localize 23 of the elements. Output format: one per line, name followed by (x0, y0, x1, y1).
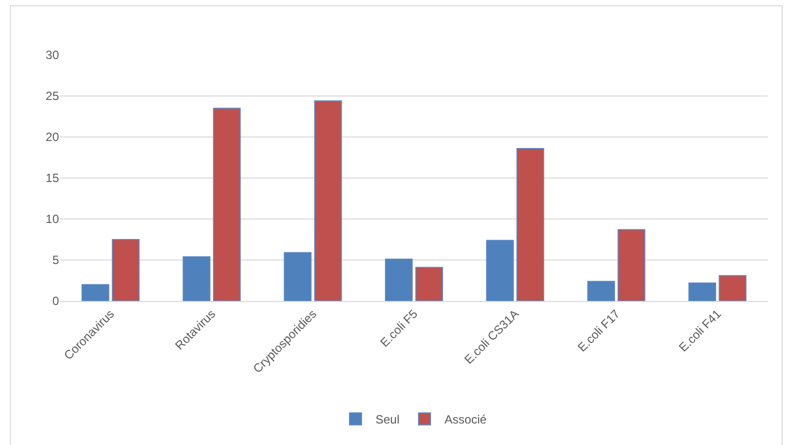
y-tick-label: 20 (46, 130, 60, 144)
legend-label: Associé (444, 412, 487, 426)
y-tick-label: 5 (52, 253, 60, 268)
bar (415, 266, 444, 301)
y-tick-label: 0 (52, 294, 60, 308)
bar (718, 275, 746, 301)
bar (182, 256, 210, 301)
bar (82, 284, 110, 301)
bar (587, 280, 615, 301)
bar (213, 108, 241, 301)
bar (112, 239, 140, 301)
bar (516, 148, 544, 301)
y-tick-label: 30 (46, 48, 60, 62)
bar (284, 252, 312, 301)
bar (486, 240, 514, 301)
legend-label: Seul (376, 412, 400, 426)
bar (314, 100, 342, 301)
bar (384, 258, 413, 301)
y-tick-label: 25 (46, 89, 60, 104)
bar (688, 282, 716, 301)
y-tick-label: 15 (46, 171, 60, 186)
bar (618, 229, 646, 301)
y-tick-label: 10 (46, 212, 60, 226)
